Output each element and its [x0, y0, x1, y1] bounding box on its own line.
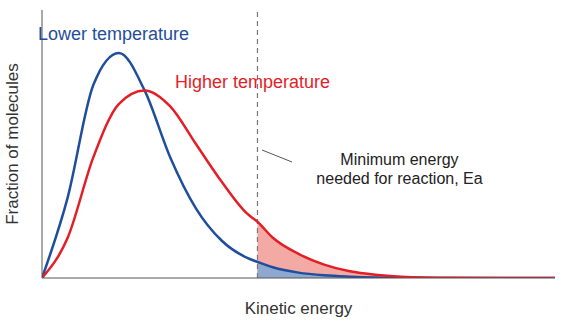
html-text:Lower temperature: Lower temperature: [38, 24, 190, 44]
html-text:Minimum energy needed for reac: Minimum energy needed for reaction, Ea: [316, 151, 483, 187]
svg-text:Fraction of molecules: Fraction of molecules: [8, 63, 22, 225]
svg-text:Kinetic energy: Kinetic energy: [245, 299, 353, 318]
html-text:Higher temperature: Higher temperature: [175, 72, 331, 92]
